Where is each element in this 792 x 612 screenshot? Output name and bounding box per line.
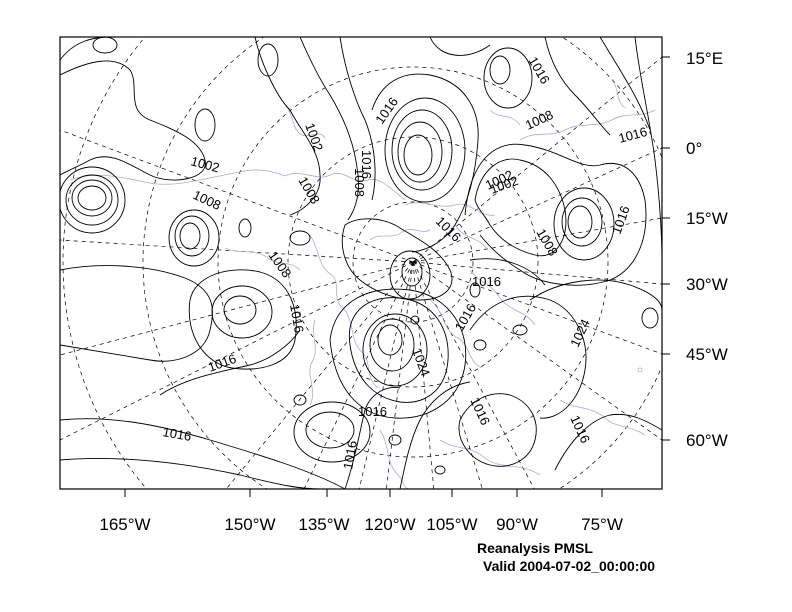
contour-label: 1008 — [352, 168, 367, 197]
contour-label: 1002 — [302, 121, 326, 153]
contour-label: 1016 — [161, 424, 192, 444]
contour-label: 1002 — [189, 153, 221, 175]
map-title: Reanalysis PMSL — [477, 540, 593, 556]
graticule-lines — [60, 37, 662, 489]
contour-label: 1024 — [567, 317, 593, 350]
bottom-axis-labels: 165°W 150°W 135°W 120°W 105°W 90°W 75°W — [99, 515, 622, 534]
contour-label: 1008 — [191, 187, 224, 213]
lat-label: 30°W — [686, 275, 728, 294]
plot-frame — [59, 36, 663, 490]
lon-label: 90°W — [496, 515, 538, 534]
contour-label: 1016 — [567, 413, 593, 446]
contour-label: 1016 — [525, 54, 552, 87]
contour-label: 1016 — [287, 303, 307, 334]
lon-label: 165°W — [99, 515, 150, 534]
contour-label: 1016 — [472, 274, 501, 289]
contour-label: 1016 — [452, 301, 479, 334]
lat-label: 0° — [686, 139, 702, 158]
lon-label: 120°W — [364, 515, 415, 534]
contour-label: 1016 — [609, 204, 633, 236]
coastlines — [69, 79, 656, 489]
right-axis-labels: 15°E 0° 15°W 30°W 45°W 60°W — [686, 49, 728, 450]
lon-label: 105°W — [426, 515, 477, 534]
contour-label: 1016 — [358, 404, 387, 419]
lat-label: 45°W — [686, 345, 728, 364]
contour-label: 1016 — [467, 395, 493, 428]
valid-time: Valid 2004-07-02_00:00:00 — [483, 558, 656, 574]
lon-label: 150°W — [224, 515, 275, 534]
lon-label: 75°W — [581, 515, 623, 534]
lat-label: 60°W — [686, 431, 728, 450]
bottom-ticks — [124, 489, 603, 497]
pmsl-contours — [60, 37, 662, 489]
contour-label: 1016 — [359, 150, 374, 179]
lat-label: 15°E — [686, 49, 723, 68]
contour-label: 1016 — [617, 124, 649, 146]
right-ticks — [662, 56, 670, 441]
lat-label: 15°W — [686, 209, 728, 228]
contour-label: 1024 — [409, 346, 433, 378]
lon-label: 135°W — [298, 515, 349, 534]
contour-label: 1016 — [340, 439, 360, 470]
contour-label: 1008 — [523, 107, 556, 133]
contour-label: 1008 — [295, 174, 322, 207]
